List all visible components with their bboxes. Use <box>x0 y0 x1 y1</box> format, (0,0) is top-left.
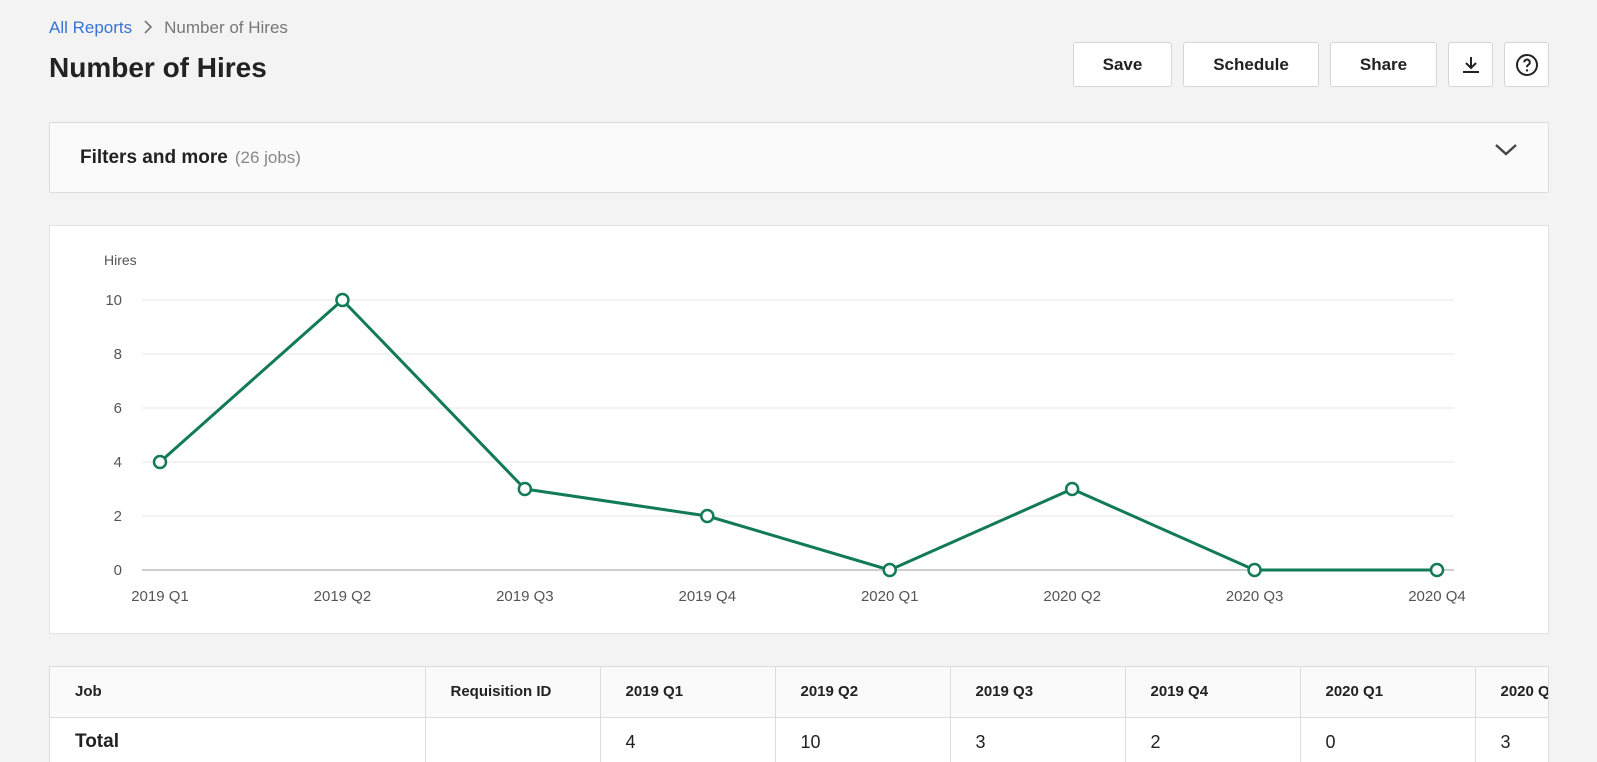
column-header[interactable]: Job <box>50 667 426 718</box>
table-cell: 10 <box>775 717 951 762</box>
y-tick-label: 0 <box>114 562 122 579</box>
filters-title: Filters and more <box>80 146 228 168</box>
table-cell: 2 <box>1125 717 1301 762</box>
table-row: Total 4 10 3 2 0 3 <box>50 717 1548 762</box>
y-tick-label: 6 <box>114 400 122 417</box>
table-cell: Total <box>50 717 426 762</box>
y-tick-label: 2 <box>114 508 122 525</box>
breadcrumb-all-reports-link[interactable]: All Reports <box>49 18 133 37</box>
x-tick-label: 2020 Q4 <box>1408 588 1466 605</box>
column-header[interactable]: 2019 Q1 <box>600 667 776 718</box>
breadcrumb: All Reports Number of Hires <box>49 18 288 38</box>
x-tick-label: 2019 Q2 <box>314 588 372 605</box>
column-header[interactable]: 2020 Q2 <box>1475 667 1548 718</box>
help-icon <box>1515 53 1538 76</box>
save-button[interactable]: Save <box>1073 42 1172 87</box>
filters-job-count: (26 jobs) <box>234 147 301 167</box>
data-point <box>335 292 350 308</box>
column-header[interactable]: 2020 Q1 <box>1300 667 1476 718</box>
y-axis-label: Hires <box>104 252 137 268</box>
table-cell: 4 <box>600 717 776 762</box>
table-cell: 3 <box>1475 717 1548 762</box>
hires-table: Job Requisition ID 2019 Q1 2019 Q2 2019 … <box>49 666 1549 762</box>
y-tick-label: 4 <box>114 454 122 471</box>
schedule-button[interactable]: Schedule <box>1183 42 1319 87</box>
y-tick-label: 8 <box>114 346 122 363</box>
table-cell <box>425 717 601 762</box>
data-point <box>152 454 168 470</box>
column-header[interactable]: Requisition ID <box>425 667 601 718</box>
report-actions: Save Schedule Share <box>1073 42 1549 87</box>
line-chart: Hires 0 2 4 6 8 10 2019 Q1 2019 Q2 2019 Q3 2019 Q4… <box>104 252 1466 605</box>
data-point <box>1429 562 1445 578</box>
download-icon <box>1462 56 1479 73</box>
x-tick-label: 2020 Q1 <box>861 588 919 605</box>
table-header-row: Job Requisition ID 2019 Q1 2019 Q2 2019 … <box>50 667 1548 718</box>
column-header[interactable]: 2019 Q2 <box>775 667 951 718</box>
page-title: Number of Hires <box>49 52 267 83</box>
chevron-right-icon <box>140 19 156 37</box>
x-tick-label: 2019 Q1 <box>131 588 189 605</box>
data-point <box>517 481 533 497</box>
data-point <box>882 562 897 578</box>
data-point <box>1064 481 1080 497</box>
x-tick-label: 2020 Q3 <box>1226 588 1284 605</box>
table-cell: 3 <box>950 717 1126 762</box>
filters-panel[interactable]: Filters and more (26 jobs) <box>49 122 1549 193</box>
series-line <box>159 298 1437 572</box>
help-button[interactable] <box>1504 42 1549 87</box>
table-cell: 0 <box>1300 717 1476 762</box>
x-tick-label: 2019 Q4 <box>679 588 737 605</box>
data-point <box>1247 562 1262 578</box>
x-tick-label: 2020 Q2 <box>1043 588 1101 605</box>
hires-chart: Hires 0 2 4 6 8 10 2019 Q1 2019 Q2 2019 Q3 2019 Q4… <box>49 225 1549 634</box>
download-button[interactable] <box>1448 42 1493 87</box>
breadcrumb-current: Number of Hires <box>164 18 288 37</box>
column-header[interactable]: 2019 Q4 <box>1125 667 1301 718</box>
column-header[interactable]: 2019 Q3 <box>950 667 1126 718</box>
x-tick-label: 2019 Q3 <box>496 588 554 605</box>
share-button[interactable]: Share <box>1330 42 1437 87</box>
chevron-down-icon[interactable] <box>1494 143 1518 162</box>
y-tick-label: 10 <box>105 292 122 309</box>
data-point <box>700 508 715 524</box>
